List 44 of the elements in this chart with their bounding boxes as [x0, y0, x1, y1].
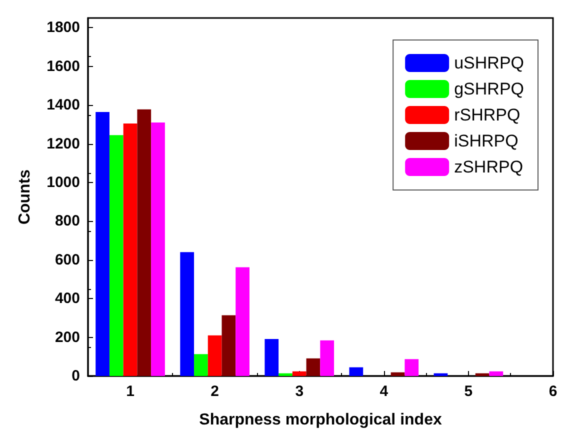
- bar: [96, 112, 110, 376]
- x-tick-label: 4: [380, 383, 389, 400]
- legend-label: uSHRPQ: [454, 54, 524, 72]
- bar: [404, 359, 419, 376]
- x-tick-label: 1: [126, 383, 134, 400]
- x-axis-title: Sharpness morphological index: [199, 412, 442, 428]
- bar: [264, 339, 279, 376]
- bar: [109, 135, 124, 376]
- bar: [222, 315, 236, 376]
- bar: [194, 354, 208, 376]
- legend-label: gSHRPQ: [454, 80, 524, 98]
- x-tick-label: 3: [295, 383, 304, 400]
- bar: [236, 267, 250, 376]
- bar: [320, 340, 334, 376]
- x-tick-label: 2: [210, 383, 219, 400]
- bar: [151, 122, 165, 376]
- legend-label: iSHRPQ: [454, 132, 518, 150]
- y-tick-label: 600: [54, 251, 80, 268]
- x-tick-label: 6: [548, 383, 558, 400]
- legend-label: rSHRPQ: [454, 106, 520, 124]
- legend-label: zSHRPQ: [454, 158, 524, 176]
- y-tick-label: 400: [54, 290, 80, 308]
- y-tick-label: 200: [54, 328, 80, 346]
- y-tick-label: 1200: [46, 135, 80, 152]
- bar: [278, 373, 292, 376]
- bar: [123, 123, 138, 376]
- x-tick-label: 5: [464, 383, 473, 400]
- y-tick-label: 1400: [46, 96, 80, 114]
- y-tick-label: 1600: [46, 58, 80, 75]
- y-tick-label: 1000: [46, 174, 80, 191]
- bar: [180, 252, 194, 376]
- bar: [390, 372, 405, 376]
- bar: [306, 358, 320, 376]
- bar: [208, 335, 222, 376]
- bar: [292, 371, 306, 376]
- y-tick-label: 1800: [46, 19, 80, 36]
- bar: [475, 373, 490, 376]
- bar: [349, 367, 364, 376]
- bar: [489, 371, 504, 376]
- y-axis-title: Counts: [16, 169, 34, 225]
- bar: [137, 109, 152, 376]
- y-tick-label: 0: [72, 368, 80, 384]
- y-tick-label: 800: [54, 212, 80, 230]
- bar: [434, 373, 448, 376]
